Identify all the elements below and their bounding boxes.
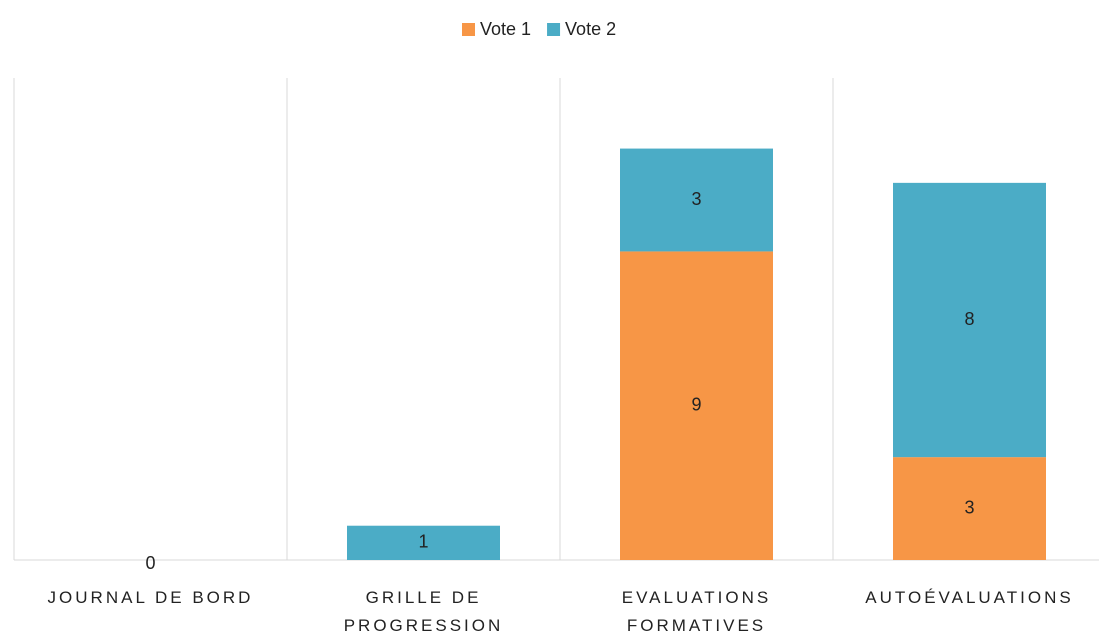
x-tick-label: EVALUATIONS FORMATIVES [566,584,828,640]
data-label: 3 [691,189,701,209]
data-label: 9 [691,394,701,414]
x-tick-label: GRILLE DE PROGRESSION [293,584,555,640]
legend-swatch [547,23,560,36]
data-label: 1 [418,532,428,552]
data-label: 3 [964,497,974,517]
legend-swatch [462,23,475,36]
legend-label: Vote 1 [480,19,531,39]
legend-label: Vote 2 [565,19,616,39]
x-tick-label: AUTOÉVALUATIONS [839,584,1099,612]
data-label: 0 [145,553,155,573]
data-label: 8 [964,309,974,329]
x-tick-label: JOURNAL DE BORD [20,584,282,612]
